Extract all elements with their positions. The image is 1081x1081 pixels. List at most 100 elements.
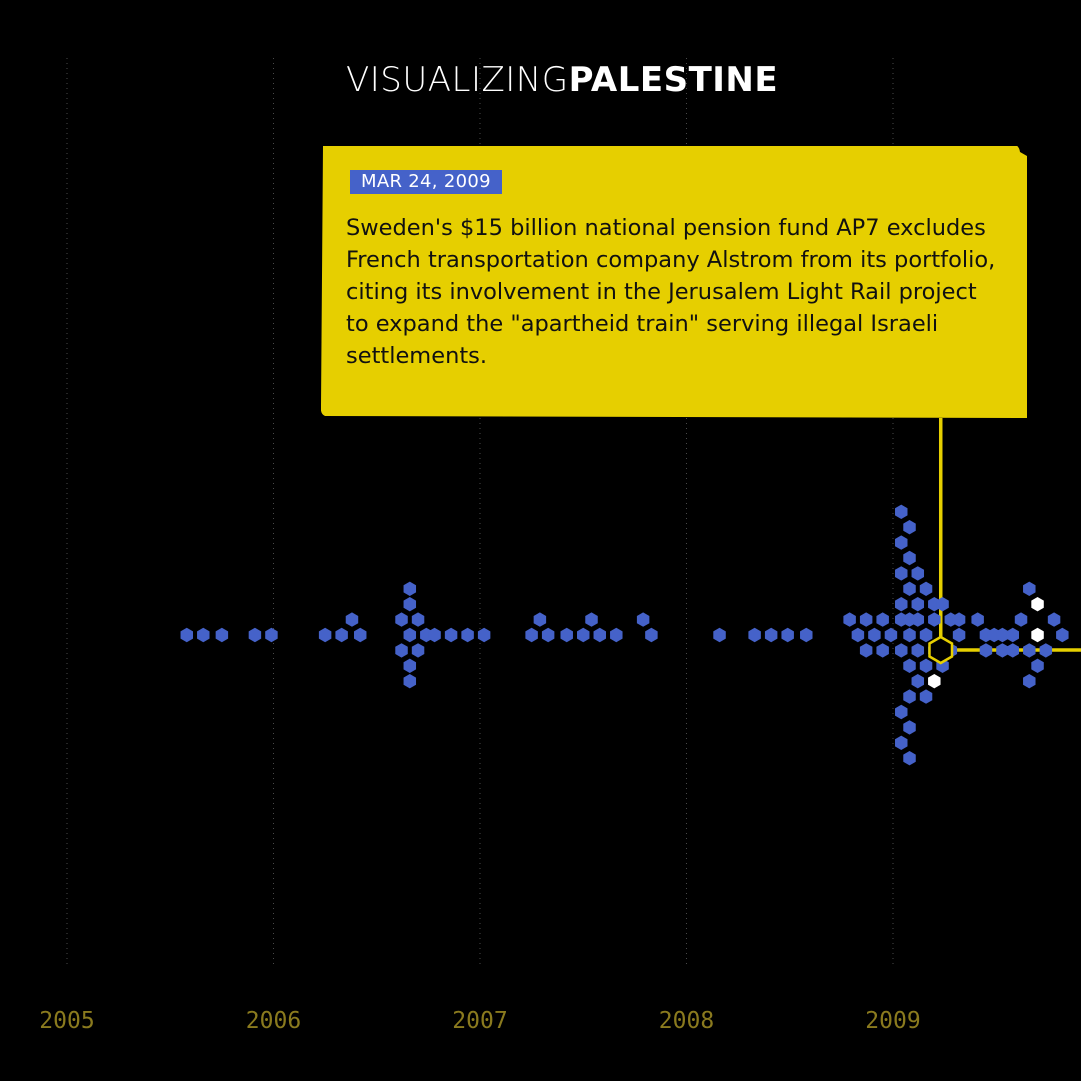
event-marker[interactable] xyxy=(911,643,925,658)
event-marker[interactable] xyxy=(843,612,856,627)
event-marker[interactable] xyxy=(461,627,474,643)
event-marker[interactable] xyxy=(903,627,916,643)
event-marker[interactable] xyxy=(1047,612,1061,627)
event-marker[interactable] xyxy=(1023,581,1036,596)
event-marker[interactable] xyxy=(560,627,573,643)
event-marker[interactable] xyxy=(477,627,491,643)
event-marker[interactable] xyxy=(1023,674,1036,689)
event-marker[interactable] xyxy=(996,643,1009,658)
event-marker[interactable] xyxy=(895,566,908,581)
event-marker[interactable] xyxy=(1006,627,1020,643)
event-marker[interactable] xyxy=(876,612,889,627)
event-marker[interactable] xyxy=(1039,643,1053,658)
event-marker[interactable] xyxy=(197,627,210,643)
event-marker[interactable] xyxy=(895,597,908,612)
event-description: Sweden's $15 billion national pension fu… xyxy=(346,215,996,369)
event-marker[interactable] xyxy=(585,612,598,627)
event-marker[interactable] xyxy=(533,612,547,627)
event-marker[interactable] xyxy=(903,658,916,673)
event-marker[interactable] xyxy=(345,612,359,627)
event-marker[interactable] xyxy=(403,658,417,673)
event-marker[interactable] xyxy=(645,627,658,643)
event-marker[interactable] xyxy=(593,627,607,643)
tick-label-2009: 2009 xyxy=(865,1008,920,1034)
brand-logo: VISUALIZINGPALESTINE xyxy=(346,60,778,100)
event-marker[interactable] xyxy=(859,612,873,627)
event-marker[interactable] xyxy=(936,597,949,612)
event-marker[interactable] xyxy=(610,627,623,643)
brand-wordmark-light: VISUALIZING xyxy=(346,60,569,100)
event-marker[interactable] xyxy=(248,627,262,643)
event-marker[interactable] xyxy=(1023,643,1036,658)
event-marker[interactable] xyxy=(903,550,916,566)
event-marker[interactable] xyxy=(911,566,925,581)
event-marker[interactable] xyxy=(895,735,908,750)
event-marker[interactable] xyxy=(895,535,908,550)
event-markers[interactable] xyxy=(180,504,1069,766)
event-marker[interactable] xyxy=(764,627,778,643)
event-marker[interactable] xyxy=(428,627,441,643)
event-marker[interactable] xyxy=(884,627,898,643)
event-marker[interactable] xyxy=(903,720,916,735)
event-marker[interactable] xyxy=(335,627,348,643)
event-marker[interactable] xyxy=(713,627,726,643)
event-marker[interactable] xyxy=(180,627,194,643)
event-marker[interactable] xyxy=(928,612,941,627)
event-marker[interactable] xyxy=(911,674,925,689)
event-marker[interactable] xyxy=(919,581,933,596)
event-marker[interactable] xyxy=(903,751,916,766)
event-marker[interactable] xyxy=(895,643,908,658)
event-marker[interactable] xyxy=(215,627,229,643)
event-marker[interactable] xyxy=(1014,612,1028,627)
event-marker[interactable] xyxy=(919,627,933,643)
event-marker[interactable] xyxy=(895,504,908,519)
event-marker[interactable] xyxy=(952,627,966,643)
year-gridlines xyxy=(66,58,894,965)
event-marker[interactable] xyxy=(403,597,417,612)
event-marker[interactable] xyxy=(403,581,417,596)
event-marker[interactable] xyxy=(895,704,908,720)
tick-label-2006: 2006 xyxy=(246,1008,301,1034)
brand-wordmark-bold: PALESTINE xyxy=(568,60,779,100)
event-marker[interactable] xyxy=(911,597,925,612)
event-marker[interactable] xyxy=(971,612,984,627)
event-marker[interactable] xyxy=(911,612,925,627)
event-marker[interactable] xyxy=(903,520,916,535)
event-marker[interactable] xyxy=(353,627,367,643)
event-marker[interactable] xyxy=(403,674,417,689)
event-marker[interactable] xyxy=(318,627,332,643)
event-marker[interactable] xyxy=(1031,597,1044,612)
event-marker[interactable] xyxy=(1006,643,1020,658)
event-marker[interactable] xyxy=(395,612,408,627)
event-marker[interactable] xyxy=(851,627,865,643)
event-marker[interactable] xyxy=(577,627,590,643)
event-marker[interactable] xyxy=(919,689,933,704)
event-marker[interactable] xyxy=(748,627,761,643)
selected-event-marker[interactable] xyxy=(928,635,954,665)
event-marker[interactable] xyxy=(781,627,794,643)
event-marker[interactable] xyxy=(903,689,916,704)
event-marker[interactable] xyxy=(1031,658,1044,673)
event-marker[interactable] xyxy=(859,643,873,658)
event-marker[interactable] xyxy=(395,643,408,658)
event-marker[interactable] xyxy=(996,627,1009,643)
event-marker[interactable] xyxy=(1031,627,1044,643)
event-marker[interactable] xyxy=(444,627,458,643)
event-marker[interactable] xyxy=(928,674,941,689)
event-marker[interactable] xyxy=(411,643,425,658)
event-marker[interactable] xyxy=(403,627,417,643)
event-marker[interactable] xyxy=(541,627,555,643)
event-marker[interactable] xyxy=(265,627,278,643)
event-marker[interactable] xyxy=(903,581,916,596)
event-marker[interactable] xyxy=(868,627,881,643)
event-marker[interactable] xyxy=(636,612,650,627)
event-marker[interactable] xyxy=(952,612,966,627)
event-marker[interactable] xyxy=(876,643,889,658)
event-marker[interactable] xyxy=(979,643,993,658)
event-marker[interactable] xyxy=(411,612,425,627)
event-marker[interactable] xyxy=(800,627,813,643)
event-marker[interactable] xyxy=(1056,627,1069,643)
event-marker[interactable] xyxy=(919,658,933,673)
event-marker[interactable] xyxy=(525,627,538,643)
